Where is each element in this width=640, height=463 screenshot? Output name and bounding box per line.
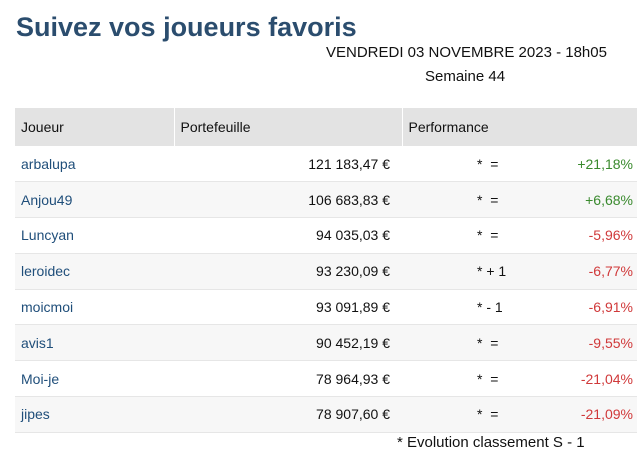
table-row: Luncyan 94 035,03 € * = -5,96% xyxy=(15,217,637,254)
performance-cell: * = -5,96% xyxy=(402,218,637,254)
page-title: Suivez vos joueurs favoris xyxy=(16,12,357,42)
table-row: avis1 90 452,19 € * = -9,55% xyxy=(15,324,637,361)
player-cell: arbalupa xyxy=(15,146,174,182)
table-body: arbalupa 121 183,47 € * = +21,18% Anjou49 106… xyxy=(15,146,637,433)
wallet-value: 93 230,09 € xyxy=(316,263,390,280)
performance-value: +6,68% xyxy=(585,191,633,208)
player-link[interactable]: arbalupa xyxy=(21,155,76,172)
week-label: Semaine 44 xyxy=(425,68,506,85)
performance-value: -6,77% xyxy=(588,263,633,280)
player-cell: leroidec xyxy=(15,253,174,289)
performance-value: -21,09% xyxy=(580,406,633,423)
players-table-container: Joueur Portefeuille Performance arbalupa… xyxy=(15,108,637,433)
rank-change: * = xyxy=(477,334,499,351)
rank-change: * = xyxy=(477,370,499,387)
column-header-wallet[interactable]: Portefeuille xyxy=(174,108,403,146)
table-header: Joueur Portefeuille Performance xyxy=(15,108,637,146)
player-link[interactable]: leroidec xyxy=(21,263,71,280)
player-cell: Anjou49 xyxy=(15,182,174,218)
rank-change: * = xyxy=(477,155,499,172)
player-cell: avis1 xyxy=(15,325,174,361)
rank-change: * = xyxy=(477,227,499,244)
performance-value: -9,55% xyxy=(588,334,633,351)
wallet-value: 94 035,03 € xyxy=(316,227,390,244)
player-link[interactable]: Anjou49 xyxy=(21,191,73,208)
table-header-row: Joueur Portefeuille Performance xyxy=(15,108,637,146)
performance-cell: * + 1 -6,77% xyxy=(402,253,637,289)
table-row: arbalupa 121 183,47 € * = +21,18% xyxy=(15,146,637,182)
player-link[interactable]: moicmoi xyxy=(21,299,74,316)
player-link[interactable]: avis1 xyxy=(21,334,54,351)
table-row: moicmoi 93 091,89 € * - 1 -6,91% xyxy=(15,289,637,325)
performance-cell: * - 1 -6,91% xyxy=(402,289,637,325)
date-time: VENDREDI 03 NOVEMBRE 2023 - 18h05 xyxy=(326,44,607,61)
footnote: * Evolution classement S - 1 xyxy=(397,434,585,451)
performance-value: -5,96% xyxy=(588,227,633,244)
column-header-performance[interactable]: Performance xyxy=(408,119,489,135)
table-row: leroidec 93 230,09 € * + 1 -6,77% xyxy=(15,253,637,290)
player-link[interactable]: Moi-je xyxy=(21,370,60,387)
player-link[interactable]: Luncyan xyxy=(21,227,74,244)
wallet-value: 93 091,89 € xyxy=(316,299,390,316)
performance-cell: * = +21,18% xyxy=(402,146,637,182)
rank-change: * = xyxy=(477,191,499,208)
player-cell: Moi-je xyxy=(15,361,174,397)
players-table: Joueur Portefeuille Performance arbalupa… xyxy=(15,108,637,433)
wallet-value: 78 964,93 € xyxy=(316,370,390,387)
player-cell: Luncyan xyxy=(15,218,174,254)
performance-value: +21,18% xyxy=(577,155,633,172)
performance-cell: * = +6,68% xyxy=(402,182,637,218)
wallet-value: 121 183,47 € xyxy=(308,155,390,172)
wallet-value: 78 907,60 € xyxy=(316,406,390,423)
table-row: jipes 78 907,60 € * = -21,09% xyxy=(15,396,637,433)
performance-cell: * = -9,55% xyxy=(402,325,637,361)
wallet-value: 106 683,83 € xyxy=(308,191,390,208)
player-cell: moicmoi xyxy=(15,289,174,325)
rank-change: * = xyxy=(477,406,499,423)
table-row: Anjou49 106 683,83 € * = +6,68% xyxy=(15,181,637,218)
rank-change: * + 1 xyxy=(477,263,507,280)
wallet-value: 90 452,19 € xyxy=(316,334,390,351)
column-header-player[interactable]: Joueur xyxy=(15,108,175,146)
player-cell: jipes xyxy=(15,397,174,433)
performance-value: -6,91% xyxy=(588,299,633,316)
performance-cell: * = -21,09% xyxy=(402,397,637,433)
performance-cell: * = -21,04% xyxy=(402,361,637,397)
table-row: Moi-je 78 964,93 € * = -21,04% xyxy=(15,360,637,397)
player-link[interactable]: jipes xyxy=(21,406,50,423)
performance-value: -21,04% xyxy=(580,370,633,387)
rank-change: * - 1 xyxy=(477,299,503,316)
